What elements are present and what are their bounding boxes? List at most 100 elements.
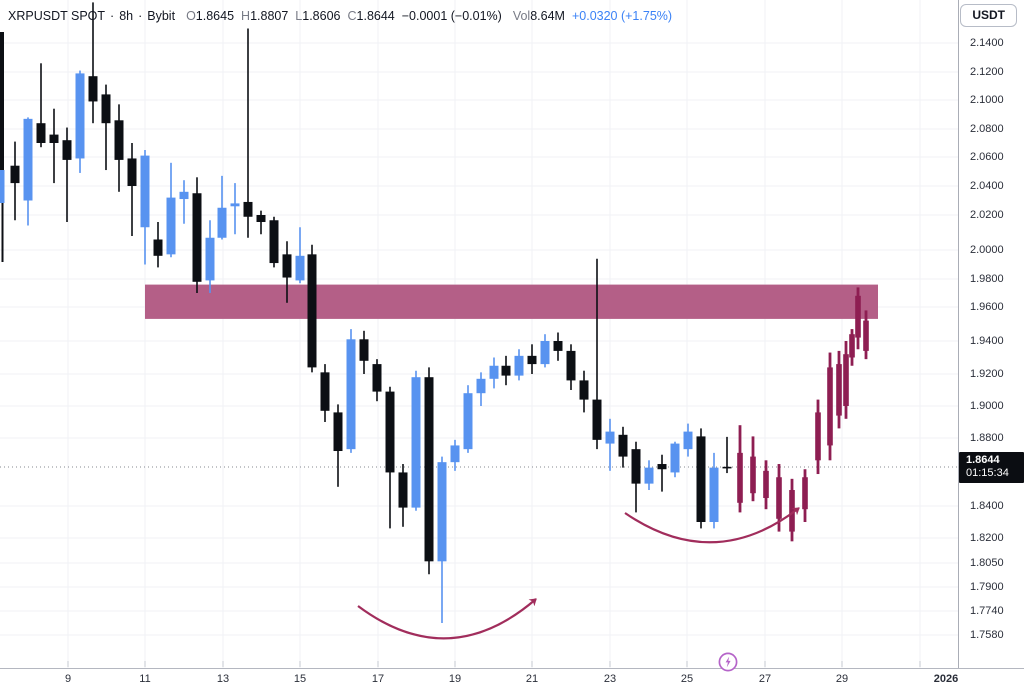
candle [631, 441, 641, 513]
candle [153, 222, 163, 268]
close-label: C [347, 9, 357, 23]
price-axis-label: 2.0400 [970, 180, 1004, 192]
candle [282, 241, 292, 303]
projection-bars[interactable] [737, 287, 869, 542]
candle [618, 426, 628, 468]
price-axis-label: 1.8200 [970, 532, 1004, 544]
exchange-name[interactable]: Bybit [147, 9, 176, 23]
symbol-legend[interactable]: XRPUSDT SPOT · 8h · Bybit O 1.8645 H 1.880… [8, 8, 672, 24]
time-axis-label: 19 [448, 673, 462, 685]
current-price-badge: 1.8644 01:15:34 [959, 452, 1024, 483]
gridlines [0, 0, 958, 668]
high-label: H [241, 9, 251, 23]
price-axis-label: 1.8800 [970, 432, 1004, 444]
volume-value: 8.64M [530, 9, 565, 23]
price-axis-label: 1.7900 [970, 581, 1004, 593]
candle [62, 127, 72, 222]
price-axis-label: 1.9400 [970, 335, 1004, 347]
candle [644, 460, 654, 491]
close-value: 1.8644 [356, 9, 395, 23]
candle [722, 436, 732, 474]
projection-bar-body [843, 354, 849, 406]
price-axis-label: 2.0200 [970, 209, 1004, 221]
projection-bar-body [737, 452, 743, 503]
candle [566, 344, 576, 390]
candle [670, 441, 680, 478]
candle [385, 386, 395, 529]
price-axis-label: 1.9600 [970, 301, 1004, 313]
candle [398, 464, 408, 527]
price-axis-label: 1.9000 [970, 400, 1004, 412]
time-axis-label: 21 [525, 673, 539, 685]
projection-bar-body [776, 477, 782, 519]
candle [592, 258, 602, 450]
time-axis-label: 15 [293, 673, 307, 685]
separator-dot: · [138, 9, 143, 23]
candle [192, 177, 202, 293]
symbol-name[interactable]: XRPUSDT SPOT [8, 9, 106, 23]
timeframe-value[interactable]: 8h [119, 9, 134, 23]
candle [243, 28, 253, 238]
candle [230, 183, 240, 235]
price-axis-label: 1.9800 [970, 273, 1004, 285]
candle [553, 332, 563, 361]
price-axis-label: 2.0000 [970, 244, 1004, 256]
candle [101, 84, 111, 171]
candle [346, 329, 356, 453]
low-label: L [295, 9, 303, 23]
candle [10, 141, 20, 221]
candlestick-series [10, 2, 732, 623]
candle [205, 220, 215, 293]
time-axis-separator [0, 668, 1024, 669]
candle [179, 180, 189, 224]
candle [527, 344, 537, 374]
time-axis-label: 11 [139, 673, 151, 685]
time-axis-label: 25 [680, 673, 694, 685]
chart-pane[interactable] [0, 0, 958, 668]
candle [463, 385, 473, 453]
volume-label: Vol [512, 9, 531, 23]
projection-bar-body [763, 470, 769, 499]
candle [114, 104, 124, 192]
candle [307, 244, 317, 373]
lightning-icon [718, 652, 738, 672]
curved-arrow-drawing[interactable] [357, 598, 537, 640]
candle [450, 439, 460, 471]
open-label: O [186, 9, 196, 23]
volume-change: +0.0320 (+1.75%) [571, 9, 673, 23]
candle [540, 334, 550, 368]
current-price-value: 1.8644 [966, 454, 1000, 466]
time-axis-label: 29 [835, 673, 849, 685]
price-axis[interactable]: 1.8644 01:15:34 2.1400 2.1200 2.1000 2.0800… [959, 0, 1024, 668]
candle [696, 428, 706, 529]
projection-bar-body [863, 320, 869, 351]
candle [88, 2, 98, 124]
time-axis-label: 27 [758, 673, 772, 685]
candle [127, 143, 137, 236]
time-axis[interactable]: 9 11 13 15 17 19 21 23 25 27 29 2026 [0, 669, 1024, 694]
candle [359, 330, 369, 374]
open-value: 1.8645 [195, 9, 235, 23]
projection-bar-body [849, 334, 855, 358]
candle [501, 355, 511, 386]
price-axis-label: 1.7740 [970, 605, 1004, 617]
price-axis-label: 1.9200 [970, 368, 1004, 380]
candle [49, 108, 59, 184]
projection-bar-body [827, 367, 833, 446]
price-axis-label: 2.1000 [970, 94, 1004, 106]
event-marker[interactable] [717, 651, 739, 673]
candle [424, 367, 434, 575]
candle [23, 117, 33, 226]
separator-dot: · [110, 9, 115, 23]
candle [489, 357, 499, 389]
high-value: 1.8807 [250, 9, 289, 23]
supply-zone-rectangle[interactable] [145, 284, 878, 319]
candle [36, 63, 46, 148]
currency-toggle-button[interactable]: USDT [960, 4, 1017, 27]
candle [605, 418, 615, 471]
candlestick-chart[interactable] [0, 0, 958, 668]
curved-arrow-drawing[interactable] [624, 507, 800, 544]
candle [514, 349, 524, 381]
candle [256, 210, 266, 235]
